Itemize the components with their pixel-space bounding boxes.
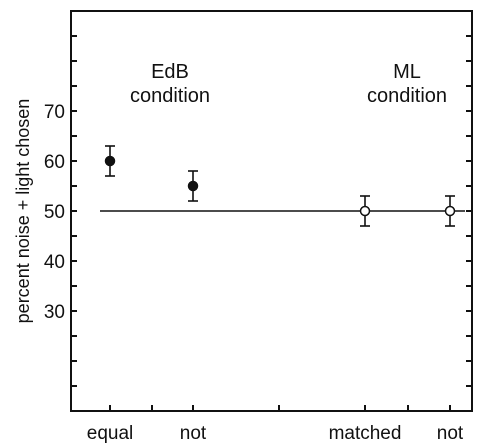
y-tick-label: 40 — [44, 252, 65, 273]
y-tick-label: 60 — [44, 152, 65, 173]
y-axis-ticks — [71, 35, 472, 387]
annotations: EdB condition ML condition — [130, 61, 447, 107]
annotation-ML: ML condition — [367, 61, 447, 107]
data-point-open — [444, 205, 456, 217]
y-axis-label: percent noise + light chosen — [13, 99, 33, 324]
data-point-filled — [187, 180, 199, 192]
x-axis-ticks — [109, 405, 451, 411]
x-tick-label: equal — [87, 423, 134, 443]
x-tick-label: not — [437, 423, 464, 443]
data-point-open — [359, 205, 371, 217]
x-tick-label: matched — [329, 423, 402, 443]
y-tick-label: 30 — [44, 302, 65, 323]
y-tick-label: 50 — [44, 202, 65, 223]
tick-labels: 30 40 50 60 70 equal not matched not — [44, 102, 464, 443]
x-tick-label: not — [180, 423, 207, 443]
y-tick-label: 70 — [44, 102, 65, 123]
data-marks — [104, 145, 456, 227]
annotation-EdB: EdB condition — [130, 61, 210, 107]
data-point-filled — [104, 155, 116, 167]
